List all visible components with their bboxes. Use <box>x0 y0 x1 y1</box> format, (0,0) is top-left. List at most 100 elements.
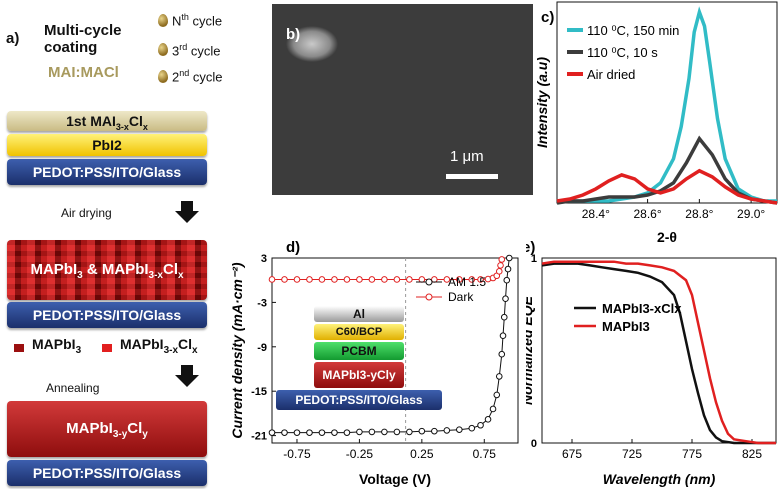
data-point <box>503 276 511 284</box>
legend-label: 110 ⁰C, 150 min <box>587 23 679 38</box>
panel-letter: d) <box>286 239 300 256</box>
droplet-icon <box>158 70 168 83</box>
y-tick-label: -9 <box>257 342 267 354</box>
data-point <box>406 428 413 436</box>
data-point <box>393 276 401 283</box>
legend-label: MAPbI3-xClx <box>602 301 682 316</box>
data-point <box>443 276 451 283</box>
data-point <box>498 350 506 358</box>
x-tick-label: 28.4° <box>582 207 610 221</box>
legend-label: Air dried <box>587 67 635 82</box>
data-point <box>343 276 351 283</box>
data-point <box>356 428 363 436</box>
legend-marker <box>425 278 433 286</box>
x-tick-label: 28.8° <box>685 207 713 221</box>
data-point <box>281 429 288 436</box>
data-point <box>381 428 388 436</box>
scale-bar <box>446 174 498 179</box>
plot-frame <box>541 257 777 444</box>
y-tick-label: 0 <box>531 438 537 450</box>
panel-letter: c) <box>541 9 554 26</box>
data-point <box>356 276 363 283</box>
data-point <box>477 276 484 283</box>
cycle-2: 2nd cycle <box>172 68 223 85</box>
x-tick-label: -0.75 <box>283 447 311 461</box>
x-axis-label: Wavelength (nm) <box>603 471 716 487</box>
legend-label: Dark <box>448 290 474 304</box>
legend-swatch-mixed <box>102 344 112 352</box>
multicycle-title: Multi-cycle coating <box>44 22 122 56</box>
series-line <box>556 168 778 205</box>
data-point <box>495 268 503 275</box>
mixed-perovskite-layer: MAPbI3 & MAPbI3-xClx <box>7 240 207 300</box>
panel-a-letter: a) <box>6 30 20 47</box>
legend-marker <box>425 293 433 301</box>
cycle-3: 3rd cycle <box>172 42 221 59</box>
data-point <box>293 429 301 436</box>
series-line <box>557 6 777 203</box>
y-tick-label: -15 <box>251 386 267 398</box>
x-tick-label: 825 <box>742 447 762 461</box>
legend-mapbi3-xclx: MAPbI3-xClx <box>120 336 198 356</box>
inset-layer-al: Al <box>314 306 404 322</box>
data-point <box>381 276 388 283</box>
cycle-n: Nth cycle <box>172 12 223 29</box>
legend-label: AM 1.5 <box>448 275 486 289</box>
y-tick-label: 3 <box>261 253 267 265</box>
data-point <box>468 276 476 283</box>
data-point <box>498 256 506 263</box>
pbi2-layer: PbI2 <box>7 134 207 156</box>
droplet-icon <box>158 43 168 56</box>
pedot-layer-3: PEDOT:PSS/ITO/Glass <box>7 460 207 486</box>
panel-letter: e) <box>526 239 535 256</box>
panel-b-letter: b) <box>286 26 301 43</box>
data-point <box>505 254 513 262</box>
plot-frame <box>271 257 519 444</box>
x-axis-label: 2-θ <box>657 229 677 245</box>
data-point <box>489 405 497 413</box>
data-point <box>443 427 451 434</box>
legend-label: 110 ⁰C, 10 s <box>587 45 658 60</box>
data-point <box>484 416 492 423</box>
droplet-icon <box>158 14 168 27</box>
ratio-label: MAI:MACl <box>48 64 119 81</box>
data-point <box>393 428 401 436</box>
legend-label: MAPbI3 <box>602 319 650 334</box>
y-tick-label: 1 <box>531 253 537 265</box>
x-tick-label: 675 <box>562 447 582 461</box>
data-point <box>456 426 463 433</box>
legend-mapbi3: MAPbI3 <box>32 336 82 356</box>
data-point <box>306 276 313 283</box>
data-point <box>268 276 276 283</box>
series-line <box>541 262 776 445</box>
data-point <box>499 332 507 339</box>
down-arrow-icon <box>175 201 199 223</box>
data-point <box>331 276 338 283</box>
inset-layer-perovskite: MAPbI3-yCly <box>314 362 404 388</box>
x-tick-label: 29.0° <box>737 207 765 221</box>
y-tick-label: -3 <box>257 297 267 309</box>
x-axis-label: Voltage (V) <box>359 471 431 487</box>
mai-layer: 1st MAI3-xClx <box>7 111 207 132</box>
title-line-2: coating <box>44 39 98 56</box>
x-tick-label: 0.25 <box>410 447 434 461</box>
x-tick-label: 28.6° <box>634 207 662 221</box>
data-point <box>306 429 313 436</box>
final-perovskite-layer: MAPbI3-yCly <box>7 401 207 457</box>
step-annealing: Annealing <box>46 381 100 395</box>
data-point <box>477 421 484 429</box>
inset-layer-c60: C60/BCP <box>314 324 404 340</box>
chart-c-xrd: 28.4° 28.6° 28.8° 29.0° c) 2-θ Intensity (a.u)… <box>535 1 778 245</box>
data-point <box>504 265 512 273</box>
data-point <box>418 427 426 435</box>
step-air-drying: Air drying <box>61 206 112 220</box>
data-point <box>456 276 463 283</box>
data-point <box>293 276 301 283</box>
series-line <box>541 260 776 445</box>
pedot-layer-2: PEDOT:PSS/ITO/Glass <box>7 302 207 328</box>
data-point <box>502 295 509 303</box>
x-tick-label: 775 <box>682 447 702 461</box>
data-point <box>331 429 338 436</box>
down-arrow-icon <box>175 365 199 387</box>
data-point <box>268 429 276 436</box>
